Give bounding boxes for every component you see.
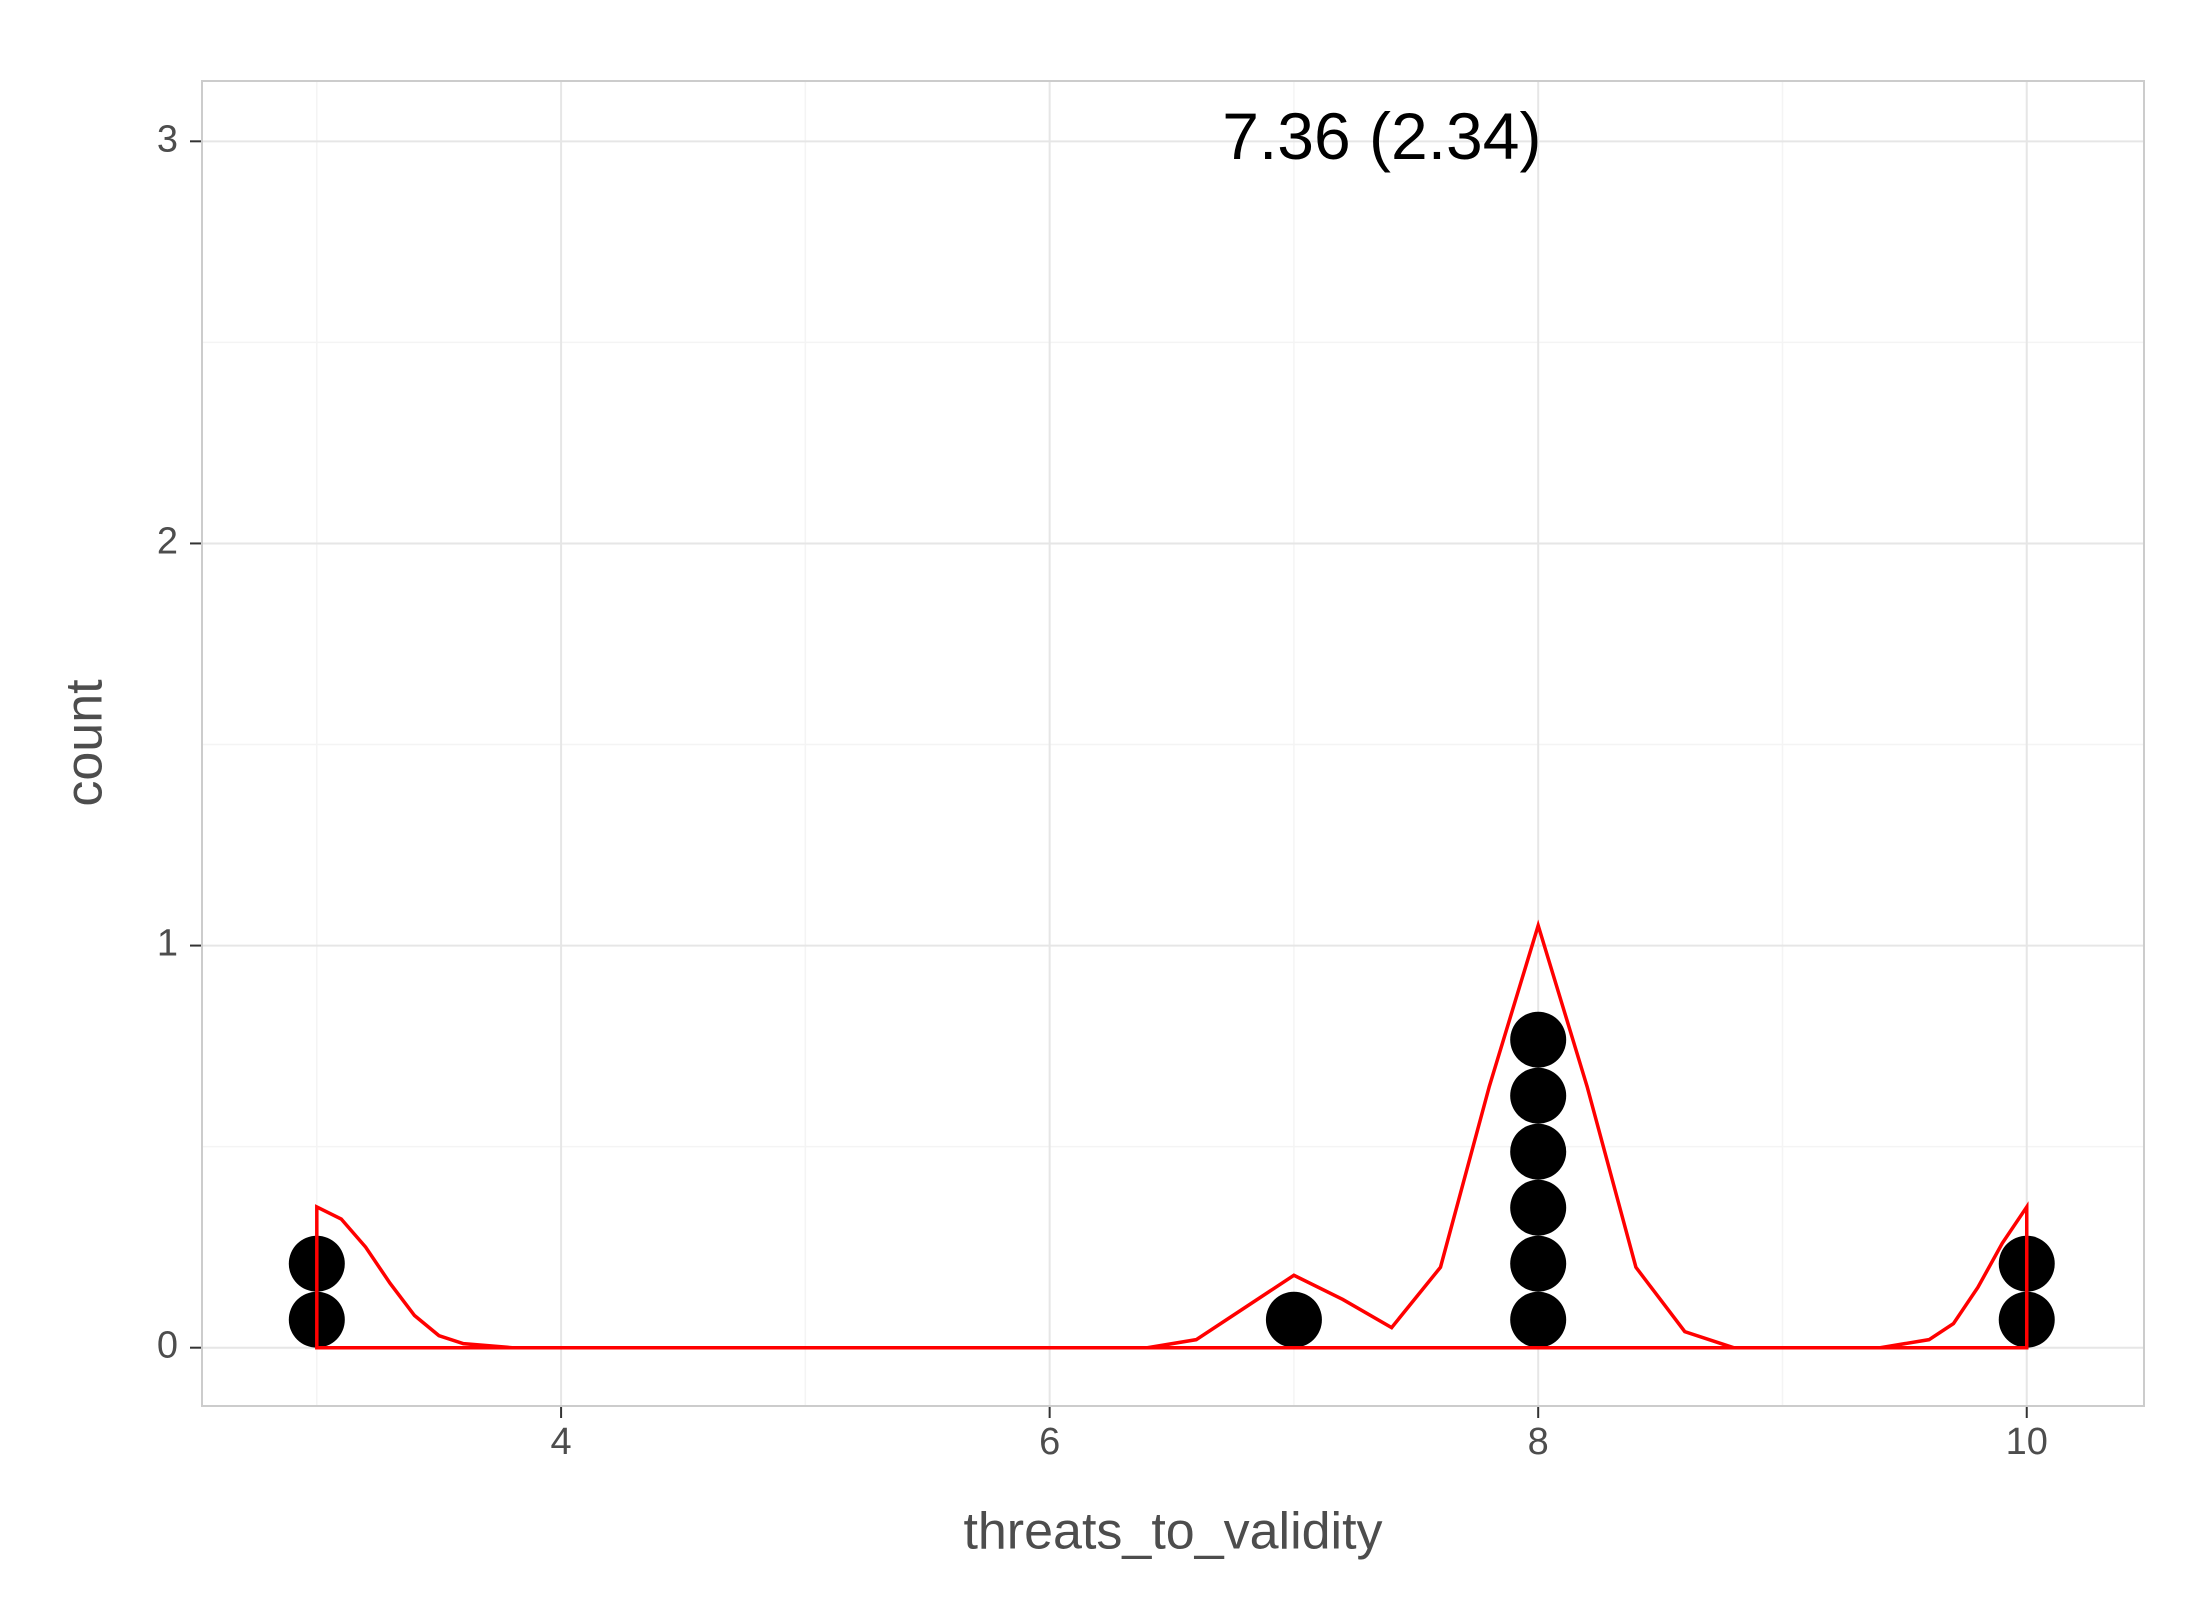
x-axis-title: threats_to_validity (963, 1503, 1382, 1561)
x-tick-label: 6 (1039, 1421, 1060, 1463)
y-tick-label: 3 (157, 118, 178, 160)
y-axis-title: count (56, 679, 114, 807)
dot (1510, 1067, 1567, 1124)
annotation: 7.36 (2.34) (1222, 99, 1541, 173)
panel-border (201, 80, 2145, 1407)
dot (1510, 1179, 1567, 1236)
density-curve (315, 919, 2029, 1350)
dot (1510, 1011, 1567, 1068)
x-tick-label: 10 (2006, 1421, 2048, 1463)
dot (1510, 1291, 1567, 1348)
x-tick-label: 4 (551, 1421, 572, 1463)
y-tick-label: 2 (157, 520, 178, 562)
y-tick-label: 1 (157, 923, 178, 965)
dot (1265, 1291, 1322, 1348)
dot (1510, 1123, 1567, 1180)
dot (1510, 1235, 1567, 1292)
x-tick-label: 8 (1528, 1421, 1549, 1463)
y-tick-label: 0 (157, 1325, 178, 1367)
